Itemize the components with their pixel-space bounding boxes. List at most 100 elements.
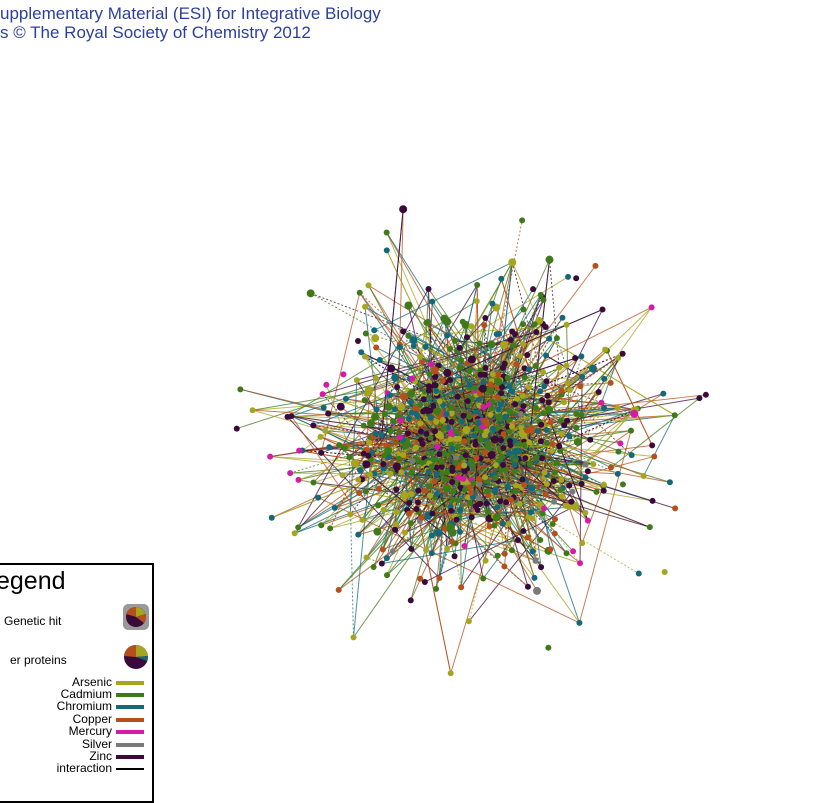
protein-node [636, 571, 642, 577]
protein-node [426, 286, 432, 292]
protein-node [582, 510, 588, 516]
protein-node [466, 414, 472, 420]
protein-node [651, 453, 657, 459]
protein-node [480, 576, 486, 582]
protein-node [423, 344, 429, 350]
protein-node [402, 530, 408, 536]
protein-node [519, 217, 525, 223]
protein-node [522, 455, 528, 461]
protein-node [398, 417, 404, 423]
protein-node [404, 301, 412, 309]
protein-node [482, 474, 488, 480]
protein-node [355, 338, 361, 344]
protein-node [564, 418, 570, 424]
protein-node [479, 385, 487, 393]
protein-node [495, 553, 501, 559]
legend-swatch-interaction [116, 768, 144, 770]
protein-node [454, 517, 460, 523]
protein-node [340, 371, 346, 377]
protein-node [598, 400, 604, 406]
protein-node [465, 398, 471, 404]
legend-box: egend Genetic hit er proteins Arsenic Ca… [0, 563, 154, 803]
protein-node [394, 384, 400, 390]
protein-node [428, 451, 434, 457]
protein-node [374, 406, 380, 412]
protein-node [384, 572, 390, 578]
protein-node [437, 398, 443, 404]
protein-node [417, 402, 423, 408]
protein-node [442, 450, 448, 456]
protein-node [544, 440, 550, 446]
protein-node [449, 529, 457, 537]
protein-node [371, 327, 377, 333]
protein-node [500, 341, 508, 349]
protein-node [456, 436, 462, 442]
protein-node [491, 436, 499, 444]
protein-node [350, 634, 356, 640]
protein-node [449, 410, 455, 416]
protein-node [551, 478, 557, 484]
protein-node [423, 547, 429, 553]
protein-node [459, 418, 465, 424]
protein-node [524, 352, 530, 358]
protein-node [527, 461, 533, 467]
protein-node [478, 437, 484, 443]
protein-node [357, 467, 363, 473]
protein-node [517, 501, 523, 507]
protein-node [608, 465, 614, 471]
protein-node [367, 472, 373, 478]
protein-node [467, 382, 473, 388]
protein-node [570, 489, 576, 495]
protein-node [443, 485, 451, 493]
protein-node [543, 491, 549, 497]
protein-node [573, 411, 579, 417]
protein-node [535, 428, 541, 434]
protein-node [455, 498, 461, 504]
protein-node [649, 442, 655, 448]
protein-node [432, 478, 438, 484]
protein-node [464, 334, 470, 340]
protein-node [408, 399, 414, 405]
protein-node [511, 343, 517, 349]
protein-node [318, 522, 324, 528]
protein-node [440, 417, 446, 423]
protein-node [545, 406, 553, 414]
protein-node [458, 357, 464, 363]
protein-node [421, 396, 427, 402]
protein-node [539, 455, 545, 461]
protein-node [513, 488, 519, 494]
protein-node [401, 492, 409, 500]
protein-node [237, 386, 243, 392]
protein-node [384, 447, 392, 455]
protein-node [413, 445, 419, 451]
protein-node [544, 481, 550, 487]
protein-node [533, 405, 539, 411]
protein-node [485, 508, 491, 514]
protein-node [526, 439, 532, 445]
protein-node [505, 484, 511, 490]
protein-node [481, 322, 487, 328]
protein-node [468, 458, 474, 464]
protein-node [647, 524, 653, 530]
protein-node [420, 408, 426, 414]
protein-node [429, 533, 435, 539]
protein-node [507, 383, 513, 389]
protein-node [434, 529, 442, 537]
protein-node [545, 645, 551, 651]
protein-node [444, 411, 450, 417]
protein-node [429, 550, 435, 556]
protein-node [521, 482, 527, 488]
protein-node [545, 393, 551, 399]
protein-node [502, 414, 508, 420]
protein-node [315, 495, 321, 501]
protein-node [450, 497, 456, 503]
protein-node [615, 471, 621, 477]
protein-node [596, 389, 602, 395]
protein-node [478, 372, 484, 378]
protein-node [440, 378, 446, 384]
protein-node [429, 511, 435, 517]
protein-node [552, 516, 558, 522]
protein-node [402, 441, 410, 449]
protein-node [476, 495, 482, 501]
protein-node [522, 374, 528, 380]
